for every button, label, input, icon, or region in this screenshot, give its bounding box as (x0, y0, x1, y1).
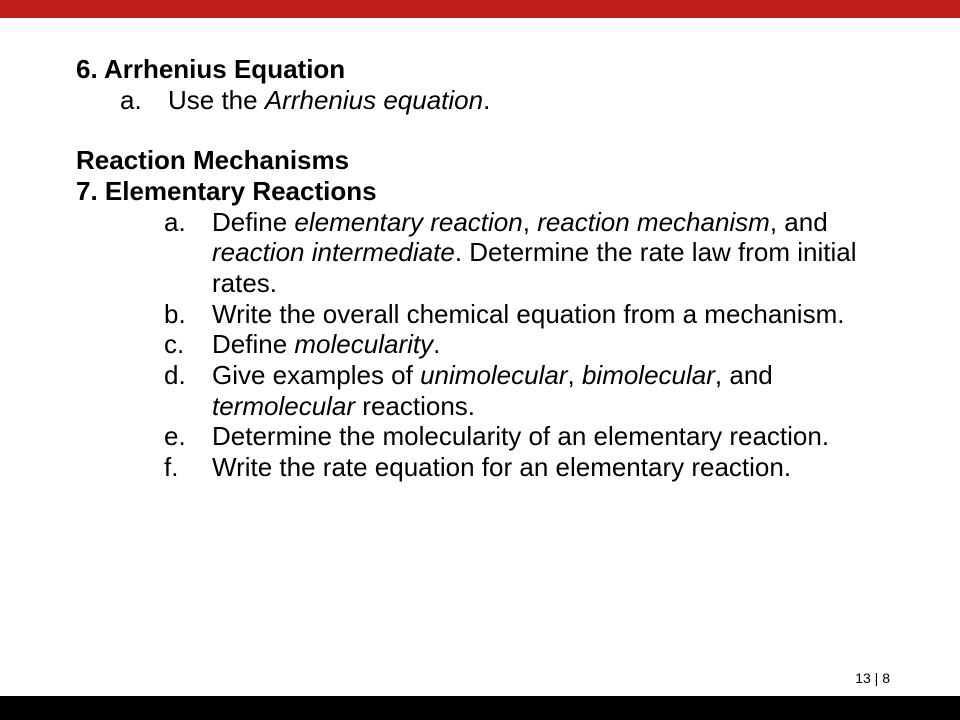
item-text: Determine the molecularity of an element… (212, 421, 890, 452)
text-run: reactions. (355, 391, 475, 421)
item-marker: d. (164, 360, 212, 391)
text-italic: termolecular (212, 391, 355, 421)
slide: 6. Arrhenius Equation a. Use the Arrheni… (0, 0, 960, 720)
list-item: b. Write the overall chemical equation f… (76, 299, 890, 330)
slide-content: 6. Arrhenius Equation a. Use the Arrheni… (76, 54, 890, 483)
item-marker: a. (120, 85, 168, 116)
section-7-list: a. Define elementary reaction, reaction … (76, 207, 890, 483)
item-text: Define molecularity. (212, 329, 890, 360)
list-item: d. Give examples of unimolecular, bimole… (76, 360, 890, 421)
text-run: Define (212, 329, 294, 359)
text-italic: bimolecular (582, 360, 715, 390)
item-text: Write the overall chemical equation from… (212, 299, 890, 330)
list-item: c. Define molecularity. (76, 329, 890, 360)
list-item: a. Use the Arrhenius equation. (76, 85, 890, 116)
item-text: Use the Arrhenius equation. (168, 85, 890, 116)
list-item: a. Define elementary reaction, reaction … (76, 207, 890, 299)
item-marker: a. (164, 207, 212, 238)
text-italic: molecularity (294, 329, 433, 359)
section-6-title: 6. Arrhenius Equation (76, 54, 890, 85)
list-item: e. Determine the molecularity of an elem… (76, 421, 890, 452)
text-italic: elementary reaction (294, 207, 522, 237)
text-run: . (433, 329, 440, 359)
text-italic: unimolecular (420, 360, 567, 390)
item-marker: b. (164, 299, 212, 330)
text-italic: reaction intermediate (212, 237, 455, 267)
item-text: Define elementary reaction, reaction mec… (212, 207, 890, 299)
spacer (76, 115, 890, 145)
page-number: 13 | 8 (855, 670, 890, 686)
list-item: f. Write the rate equation for an elemen… (76, 452, 890, 483)
section-7-title: 7. Elementary Reactions (76, 176, 890, 207)
item-marker: f. (164, 452, 212, 483)
text-run: Give examples of (212, 360, 420, 390)
text-run: . (483, 85, 490, 115)
top-bar (0, 0, 960, 18)
item-text: Give examples of unimolecular, bimolecul… (212, 360, 890, 421)
reaction-mechanisms-title: Reaction Mechanisms (76, 145, 890, 176)
section-6-list: a. Use the Arrhenius equation. (76, 85, 890, 116)
bottom-bar (0, 696, 960, 720)
text-run: , and (715, 360, 773, 390)
text-run: , (568, 360, 582, 390)
text-run: , and (770, 207, 828, 237)
item-marker: c. (164, 329, 212, 360)
text-run: Define (212, 207, 294, 237)
item-text: Write the rate equation for an elementar… (212, 452, 890, 483)
text-italic: Arrhenius equation (265, 85, 483, 115)
text-italic: reaction mechanism (537, 207, 770, 237)
text-run: , (523, 207, 537, 237)
text-run: Use the (168, 85, 265, 115)
item-marker: e. (164, 421, 212, 452)
